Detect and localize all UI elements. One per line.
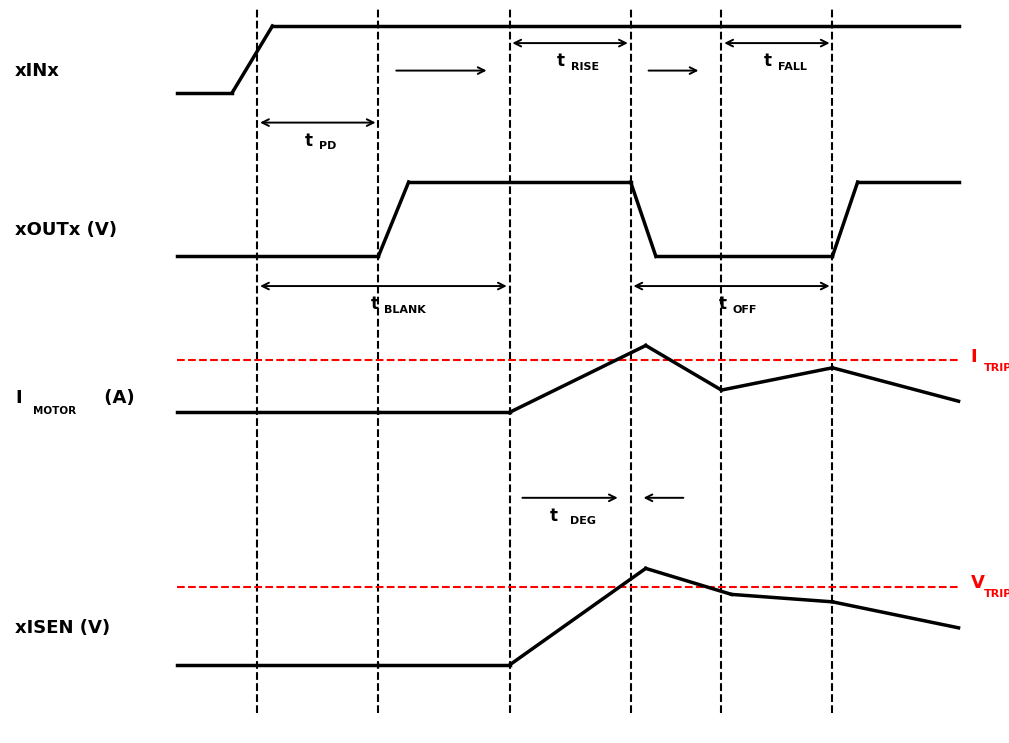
Text: DEG: DEG bbox=[570, 516, 596, 526]
Text: xOUTx (V): xOUTx (V) bbox=[15, 221, 117, 239]
Text: t: t bbox=[305, 132, 313, 149]
Text: (A): (A) bbox=[98, 389, 134, 406]
Text: t: t bbox=[370, 295, 378, 313]
Text: xISEN (V): xISEN (V) bbox=[15, 619, 110, 637]
Text: I: I bbox=[15, 389, 22, 406]
Text: OFF: OFF bbox=[733, 305, 757, 314]
Text: t: t bbox=[718, 295, 726, 313]
Text: FALL: FALL bbox=[778, 62, 807, 71]
Text: TRIP: TRIP bbox=[984, 589, 1009, 600]
Text: PD: PD bbox=[319, 141, 336, 151]
Text: TRIP: TRIP bbox=[984, 363, 1009, 373]
Text: RISE: RISE bbox=[571, 62, 599, 71]
Text: t: t bbox=[764, 52, 772, 70]
Text: I: I bbox=[971, 348, 978, 366]
Text: V: V bbox=[971, 574, 985, 592]
Text: xINx: xINx bbox=[15, 62, 60, 80]
Text: BLANK: BLANK bbox=[384, 305, 426, 314]
Text: t: t bbox=[557, 52, 565, 70]
Text: MOTOR: MOTOR bbox=[33, 406, 77, 416]
Text: t: t bbox=[550, 507, 558, 525]
